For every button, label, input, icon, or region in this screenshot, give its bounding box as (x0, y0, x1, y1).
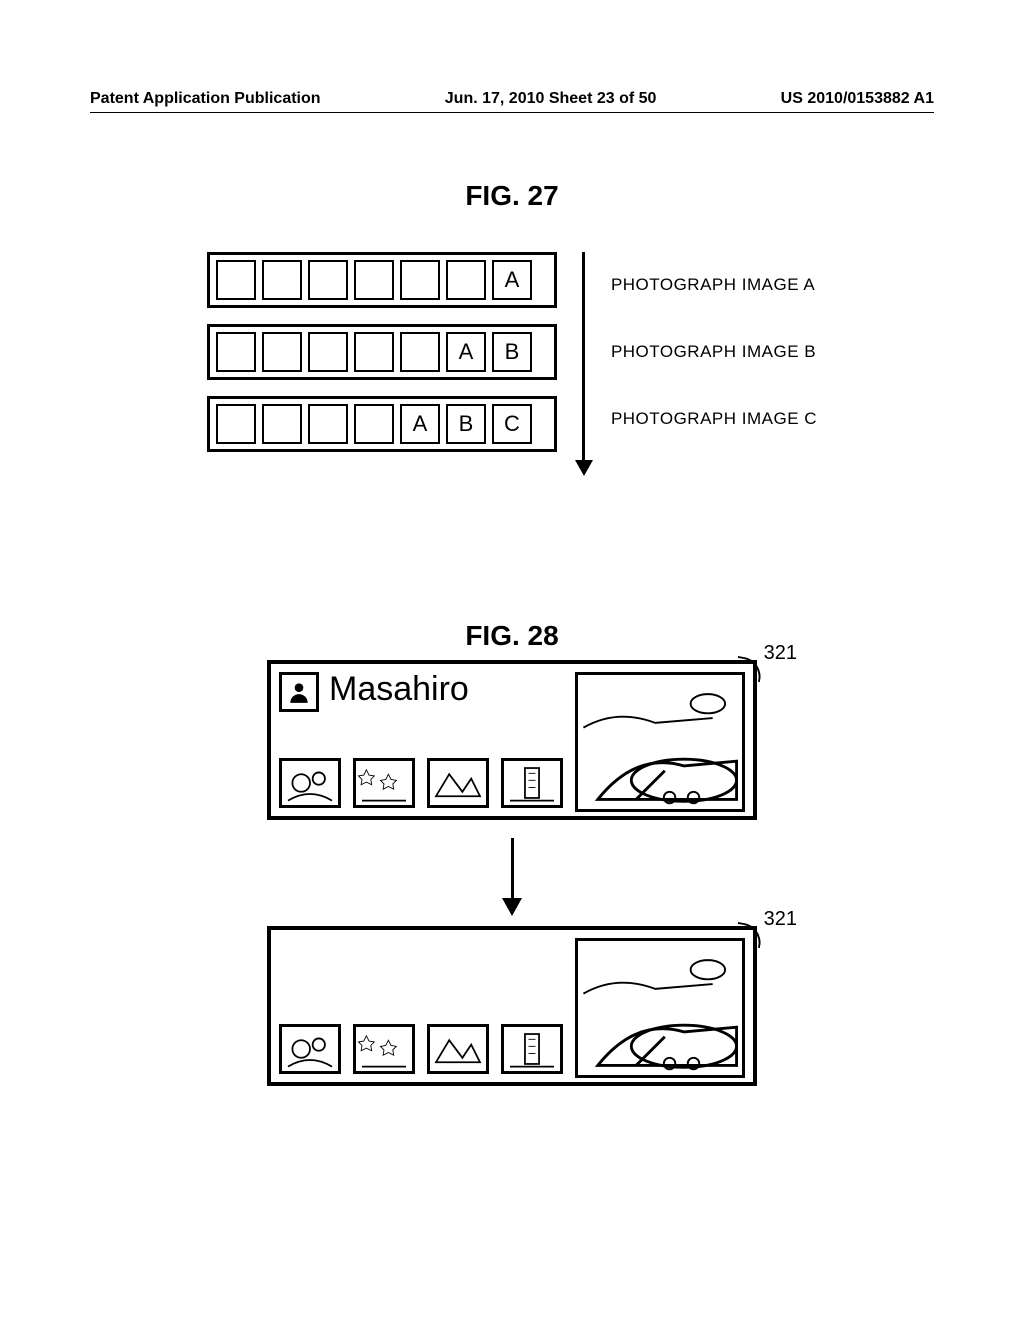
strip: ABC (207, 396, 557, 452)
thumb (501, 1024, 563, 1074)
header-left: Patent Application Publication (90, 90, 321, 108)
thumb-row-top (279, 758, 563, 808)
cell-a: A (492, 260, 532, 300)
cell-empty (308, 404, 348, 444)
figure-28-label: FIG. 28 (0, 620, 1024, 652)
callout-321-bottom: 321 (764, 908, 797, 931)
fig28-arrow (502, 838, 522, 916)
patent-header: Patent Application Publication Jun. 17, … (90, 90, 934, 108)
caption: PHOTOGRAPH IMAGE B (611, 342, 817, 362)
header-right: US 2010/0153882 A1 (781, 90, 934, 108)
header-rule (90, 112, 934, 113)
cell-c: C (492, 404, 532, 444)
callout-321-top: 321 (764, 642, 797, 665)
strip: AB (207, 324, 557, 380)
cell-empty (216, 260, 256, 300)
cell-a: A (446, 332, 486, 372)
caption: PHOTOGRAPH IMAGE A (611, 275, 817, 295)
cell-empty (354, 260, 394, 300)
cell-b: B (446, 404, 486, 444)
figure-27-label: FIG. 27 (0, 180, 1024, 212)
cell-empty (216, 332, 256, 372)
cell-empty (400, 332, 440, 372)
thumb (279, 758, 341, 808)
cell-b: B (492, 332, 532, 372)
cell-empty (262, 332, 302, 372)
thumb (427, 1024, 489, 1074)
cell-empty (308, 332, 348, 372)
cell-empty (308, 260, 348, 300)
caption: PHOTOGRAPH IMAGE C (611, 409, 817, 429)
thumb (279, 1024, 341, 1074)
feature-thumb-bottom (575, 938, 745, 1078)
strip: A (207, 252, 557, 308)
thumb (353, 758, 415, 808)
cell-empty (216, 404, 256, 444)
avatar-icon (279, 672, 319, 712)
cell-empty (354, 332, 394, 372)
panel-name: Masahiro (329, 670, 469, 709)
cell-empty (354, 404, 394, 444)
figure-27: FIG. 27 AABABC PHOTOGRAPH IMAGE APHOTOGR… (0, 180, 1024, 476)
cell-empty (400, 260, 440, 300)
feature-thumb-top (575, 672, 745, 812)
thumb (353, 1024, 415, 1074)
panel-bottom (267, 926, 757, 1086)
fig27-arrow (575, 252, 593, 476)
panel-top: Masahiro (267, 660, 757, 820)
fig27-captions: PHOTOGRAPH IMAGE A PHOTOGRAPH IMAGE B PHOT… (611, 252, 817, 452)
cell-empty (262, 260, 302, 300)
thumb (427, 758, 489, 808)
cell-empty (446, 260, 486, 300)
thumb (501, 758, 563, 808)
figure-28: FIG. 28 321 Masahiro (0, 620, 1024, 1086)
cell-empty (262, 404, 302, 444)
fig27-strips: AABABC (207, 252, 557, 476)
thumb-row-bottom (279, 1024, 563, 1074)
cell-a: A (400, 404, 440, 444)
header-center: Jun. 17, 2010 Sheet 23 of 50 (445, 90, 657, 108)
